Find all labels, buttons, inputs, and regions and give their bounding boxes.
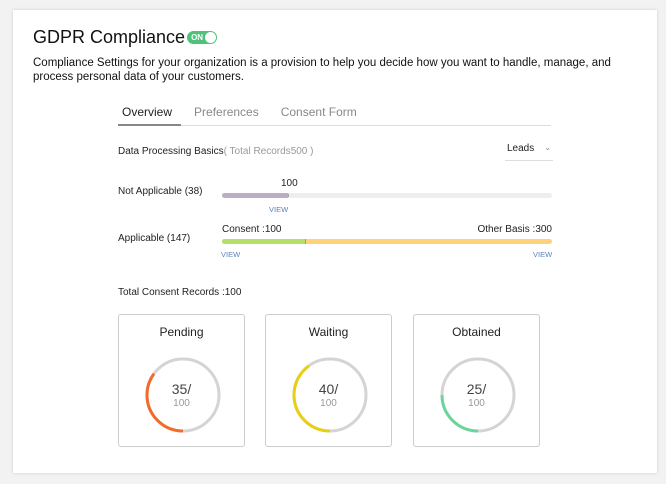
title-row: GDPR Compliance ON — [33, 27, 218, 48]
tab-overview[interactable]: Overview — [122, 105, 173, 119]
toggle-knob — [205, 32, 217, 43]
active-tab-indicator — [118, 124, 181, 126]
stat-title: Waiting — [308, 325, 349, 339]
stat-total: 100 — [320, 398, 337, 409]
gdpr-toggle[interactable]: ON — [187, 31, 218, 44]
stat-value: 35/ — [171, 381, 192, 397]
description: Compliance Settings for your organizatio… — [33, 57, 611, 83]
stat-value: 40/ — [318, 381, 339, 397]
not-applicable-label: Not Applicable (38) — [118, 186, 203, 197]
stat-card-waiting: Waiting 40/ 100 — [265, 314, 392, 447]
stat-total: 100 — [468, 398, 485, 409]
consent-basis-label: Consent :100 — [222, 224, 282, 235]
progress-ring — [145, 357, 221, 433]
not-applicable-value: 100 — [281, 178, 298, 189]
progress-ring — [292, 357, 368, 433]
gdpr-panel: GDPR Compliance ON Compliance Settings f… — [13, 10, 657, 473]
tab-divider — [118, 125, 551, 126]
toggle-label: ON — [191, 33, 204, 42]
ring-progress — [440, 357, 516, 433]
stat-title: Obtained — [452, 325, 501, 339]
ring-progress — [292, 357, 368, 433]
progress-ring — [440, 357, 516, 433]
chevron-down-icon: ⌄ — [544, 143, 551, 152]
stat-value: 25/ — [466, 381, 487, 397]
not-applicable-track — [222, 193, 552, 198]
data-processing-basics: Data Processing Basics( Total Records500… — [118, 146, 314, 157]
stat-card-obtained: Obtained 25/ 100 — [413, 314, 540, 447]
consent-bar — [222, 239, 306, 244]
tab-preferences[interactable]: Preferences — [194, 105, 259, 119]
page-title: GDPR Compliance — [33, 27, 186, 47]
module-select[interactable]: Leads ⌄ — [505, 143, 553, 161]
total-consent-records: Total Consent Records :100 — [118, 287, 242, 298]
ring-progress — [145, 357, 221, 433]
stat-title: Pending — [159, 325, 204, 339]
stat-total: 100 — [173, 398, 190, 409]
applicable-label: Applicable (147) — [118, 233, 191, 244]
other-basis-label: Other Basis :300 — [477, 224, 553, 235]
consent-view-link[interactable]: VIEW — [221, 250, 241, 259]
applicable-track — [222, 239, 552, 244]
other-basis-view-link[interactable]: VIEW — [533, 250, 553, 259]
module-select-value: Leads — [507, 143, 535, 154]
tab-bar: Overview Preferences Consent Form — [118, 105, 361, 119]
not-applicable-bar — [222, 193, 289, 198]
tab-consent-form[interactable]: Consent Form — [280, 105, 357, 119]
not-applicable-view-link[interactable]: VIEW — [269, 205, 289, 214]
stat-card-pending: Pending 35/ 100 — [118, 314, 245, 447]
